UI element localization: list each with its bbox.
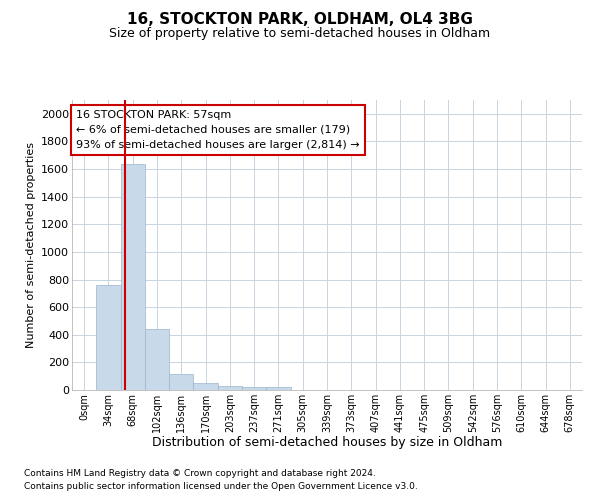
Bar: [242, 387, 266, 390]
Text: 16 STOCKTON PARK: 57sqm
← 6% of semi-detached houses are smaller (179)
93% of se: 16 STOCKTON PARK: 57sqm ← 6% of semi-det…: [76, 110, 360, 150]
Bar: [96, 285, 121, 390]
Bar: [266, 387, 290, 390]
Bar: [121, 164, 145, 390]
Bar: [145, 329, 169, 390]
Text: 16, STOCKTON PARK, OLDHAM, OL4 3BG: 16, STOCKTON PARK, OLDHAM, OL4 3BG: [127, 12, 473, 28]
Bar: [218, 386, 242, 390]
Text: Size of property relative to semi-detached houses in Oldham: Size of property relative to semi-detach…: [109, 28, 491, 40]
Bar: [193, 383, 218, 390]
Text: Contains public sector information licensed under the Open Government Licence v3: Contains public sector information licen…: [24, 482, 418, 491]
Text: Contains HM Land Registry data © Crown copyright and database right 2024.: Contains HM Land Registry data © Crown c…: [24, 468, 376, 477]
Text: Distribution of semi-detached houses by size in Oldham: Distribution of semi-detached houses by …: [152, 436, 502, 449]
Y-axis label: Number of semi-detached properties: Number of semi-detached properties: [26, 142, 35, 348]
Bar: [169, 374, 193, 390]
